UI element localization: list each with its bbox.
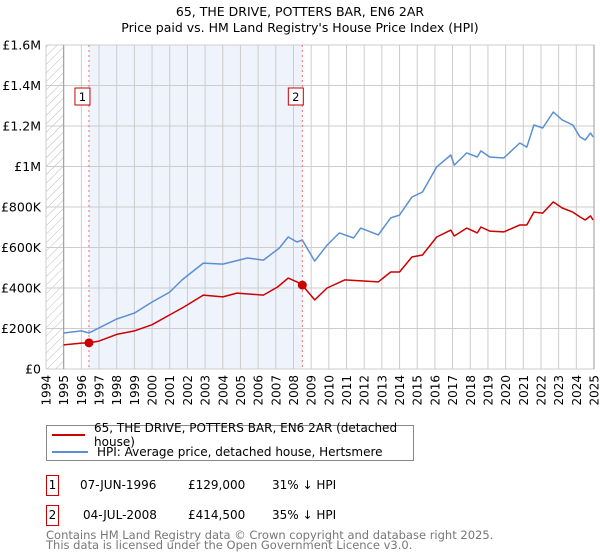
y-tick-label: £1.6M xyxy=(2,38,41,53)
x-tick-label: 1999 xyxy=(128,375,142,406)
x-tick-label: 1996 xyxy=(75,375,89,406)
x-tick-label: 2009 xyxy=(305,375,319,406)
x-tick-label: 2025 xyxy=(588,375,600,406)
y-tick-label: £600K xyxy=(1,240,42,255)
x-tick-label: 2024 xyxy=(570,375,584,406)
x-tick-label: 2007 xyxy=(269,375,283,406)
x-tick-label: 2006 xyxy=(252,375,266,406)
x-tick-label: 2000 xyxy=(146,375,160,406)
hpi-line xyxy=(63,111,594,334)
sale-point xyxy=(84,338,94,348)
x-tick-label: 2023 xyxy=(552,375,566,406)
x-tick-label: 2018 xyxy=(464,375,478,406)
y-tick-label: £0 xyxy=(25,362,41,377)
x-tick-label: 2019 xyxy=(481,375,495,406)
sale-marker-badge: 1 xyxy=(46,475,59,496)
x-tick-label: 1997 xyxy=(93,375,107,406)
x-tick-label: 2020 xyxy=(499,375,513,406)
sale-hpi-diff: 31% ↓ HPI xyxy=(272,478,337,492)
chart-title: 65, THE DRIVE, POTTERS BAR, EN6 2AR xyxy=(176,4,425,19)
x-tick-label: 2012 xyxy=(358,375,372,406)
x-tick-label: 1994 xyxy=(40,375,54,406)
x-tick-label: 2001 xyxy=(163,375,177,406)
sale-row: 1 07-JUN-1996 £129,000 31% ↓ HPI xyxy=(46,475,566,496)
x-tick-label: 2022 xyxy=(534,375,548,406)
x-tick-label: 2013 xyxy=(375,375,389,406)
sale-date: 07-JUN-1996 xyxy=(80,478,157,492)
y-tick-label: £200K xyxy=(1,321,42,336)
x-tick-label: 2014 xyxy=(393,375,407,406)
x-tick-label: 1995 xyxy=(57,375,71,406)
y-tick-label: £800K xyxy=(1,200,42,215)
price-chart: 65, THE DRIVE, POTTERS BAR, EN6 2AR Pric… xyxy=(1,4,600,406)
sale-row: 2 04-JUL-2008 £414,500 35% ↓ HPI xyxy=(46,505,566,526)
sale-marker-box xyxy=(287,87,304,106)
x-tick-label: 2004 xyxy=(216,375,230,406)
sale-price: £414,500 xyxy=(188,508,246,522)
x-tick-label: 2008 xyxy=(287,375,301,406)
legend-swatch-red xyxy=(52,433,86,436)
x-tick-label: 2003 xyxy=(199,375,213,406)
sale-marker-label: 2 xyxy=(292,90,299,104)
x-tick-label: 2017 xyxy=(446,375,460,406)
x-tick-label: 2015 xyxy=(411,375,425,406)
sale-price: £129,000 xyxy=(188,478,246,492)
footer-copyright: Contains HM Land Registry data © Crown c… xyxy=(46,528,494,542)
sale-date: 04-JUL-2008 xyxy=(83,508,157,522)
y-tick-label: £1.2M xyxy=(2,119,41,134)
y-tick-label: £1M xyxy=(14,159,41,174)
legend: 65, THE DRIVE, POTTERS BAR, EN6 2AR (det… xyxy=(46,421,414,461)
x-tick-label: 2016 xyxy=(428,375,442,406)
y-tick-label: £1.4M xyxy=(2,78,41,93)
legend-label: HPI: Average price, detached house, Hert… xyxy=(97,444,383,459)
x-tick-label: 2010 xyxy=(322,375,336,406)
sale-hpi-diff: 35% ↓ HPI xyxy=(272,508,337,522)
x-tick-label: 2002 xyxy=(181,375,195,406)
x-tick-label: 2005 xyxy=(234,375,248,406)
sale-marker-label: 1 xyxy=(79,90,86,104)
sale-marker-badge: 2 xyxy=(46,505,59,526)
footer-licence: This data is licensed under the Open Gov… xyxy=(46,538,413,552)
legend-swatch-blue xyxy=(52,450,88,453)
chart-subtitle: Price paid vs. HM Land Registry's House … xyxy=(121,20,478,35)
legend-item-property: 65, THE DRIVE, POTTERS BAR, EN6 2AR (det… xyxy=(47,421,413,449)
footer: Contains HM Land Registry data © Crown c… xyxy=(46,528,494,552)
legend-item-hpi: HPI: Average price, detached house, Hert… xyxy=(47,443,383,460)
x-tick-label: 2021 xyxy=(517,375,531,406)
y-tick-label: £400K xyxy=(1,281,42,296)
sale-point xyxy=(297,280,307,290)
legend-label: 65, THE DRIVE, POTTERS BAR, EN6 2AR (det… xyxy=(94,420,398,449)
x-tick-label: 1998 xyxy=(110,375,124,406)
x-tick-label: 2011 xyxy=(340,375,354,406)
property-price-line xyxy=(63,201,594,346)
sale-marker-box xyxy=(74,87,91,106)
